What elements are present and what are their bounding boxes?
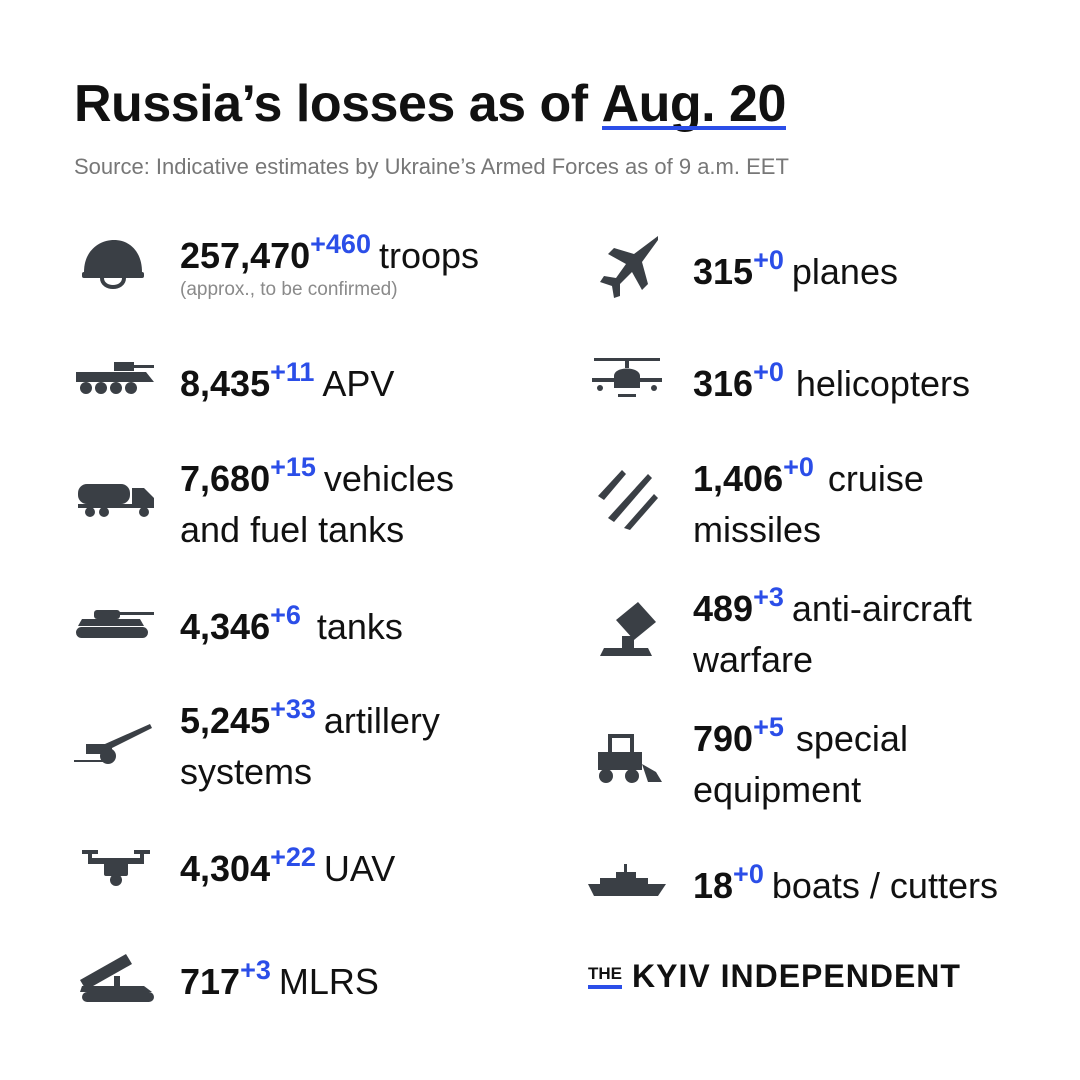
tanks-number: 4,346 xyxy=(180,606,271,647)
vehicles-label-2: and fuel tanks xyxy=(180,509,405,550)
tanks-label: tanks xyxy=(316,606,403,647)
uav-label: UAV xyxy=(323,848,396,889)
warship-icon xyxy=(586,862,668,900)
tanks-delta: +6 xyxy=(270,600,301,630)
mlrs-label: MLRS xyxy=(278,961,379,1002)
troops-delta: +460 xyxy=(310,229,371,259)
boats-delta: +0 xyxy=(733,859,764,889)
planes-number: 315 xyxy=(693,251,754,292)
vehicles-delta: +15 xyxy=(270,452,316,482)
planes-delta: +0 xyxy=(753,245,784,275)
loader-icon xyxy=(590,734,664,786)
brand-name: KYIV INDEPENDENT xyxy=(632,958,961,994)
stat-missiles: 1,406+0 cruise missiles xyxy=(693,452,924,554)
mlrs-icon xyxy=(74,950,156,1004)
helicopters-label: helicopters xyxy=(795,363,970,404)
special-label: special xyxy=(795,718,908,759)
stat-apv: 8,435+11 APV xyxy=(180,357,395,411)
tank-icon xyxy=(74,606,156,640)
missiles-label: cruise xyxy=(827,458,924,499)
antiair-number: 489 xyxy=(693,588,754,629)
stat-antiair: 489+3 anti-aircraft warfare xyxy=(693,582,972,684)
stat-planes: 315+0 planes xyxy=(693,245,898,299)
troops-number: 257,470 xyxy=(180,235,311,276)
brand-the: THE xyxy=(588,964,622,989)
special-label-2: equipment xyxy=(693,769,862,810)
boats-label: boats / cutters xyxy=(771,865,998,906)
stat-mlrs: 717+3 MLRS xyxy=(180,955,379,1009)
drone-icon xyxy=(80,848,152,888)
stat-boats: 18+0 boats / cutters xyxy=(693,859,998,913)
missiles-delta: +0 xyxy=(783,452,814,482)
brand-logo: THE KYIV INDEPENDENT xyxy=(588,958,961,995)
artillery-label: artillery xyxy=(323,700,440,741)
stat-helicopters: 316+0 helicopters xyxy=(693,357,970,411)
helicopters-delta: +0 xyxy=(753,357,784,387)
antiair-label: anti-aircraft xyxy=(791,588,972,629)
mlrs-number: 717 xyxy=(180,961,241,1002)
missiles-number: 1,406 xyxy=(693,458,784,499)
apv-delta: +11 xyxy=(270,357,315,387)
title-main: Russia’s losses as of xyxy=(74,75,588,133)
artillery-delta: +33 xyxy=(270,694,316,724)
uav-number: 4,304 xyxy=(180,848,271,889)
boats-number: 18 xyxy=(693,865,734,906)
special-delta: +5 xyxy=(753,712,784,742)
vehicles-label: vehicles xyxy=(323,458,454,499)
mlrs-delta: +3 xyxy=(240,955,271,985)
helmet-icon xyxy=(80,236,146,296)
troops-note: (approx., to be confirmed) xyxy=(180,279,398,300)
planes-label: planes xyxy=(791,251,898,292)
artillery-icon xyxy=(72,722,154,766)
page-title: Russia’s losses as of Aug. 20 xyxy=(74,72,786,136)
fuel-truck-icon xyxy=(76,482,156,518)
antiair-label-2: warfare xyxy=(693,639,814,680)
special-number: 790 xyxy=(693,718,754,759)
missiles-icon xyxy=(596,466,660,532)
apv-label: APV xyxy=(322,363,395,404)
stat-tanks: 4,346+6 tanks xyxy=(180,600,403,654)
stat-vehicles: 7,680+15 vehicles and fuel tanks xyxy=(180,452,454,554)
jet-icon xyxy=(594,234,660,302)
apv-number: 8,435 xyxy=(180,363,271,404)
missiles-label-2: missiles xyxy=(693,509,822,550)
helicopter-icon xyxy=(590,356,664,402)
title-date: Aug. 20 xyxy=(601,72,786,136)
helicopters-number: 316 xyxy=(693,363,754,404)
stat-troops: 257,470+460 troops (approx., to be confir… xyxy=(180,229,480,301)
vehicles-number: 7,680 xyxy=(180,458,271,499)
stat-special: 790+5 special equipment xyxy=(693,712,908,814)
anti-aircraft-icon xyxy=(590,600,662,660)
antiair-delta: +3 xyxy=(753,582,784,612)
artillery-label-2: systems xyxy=(180,751,313,792)
troops-label: troops xyxy=(378,235,480,276)
apv-icon xyxy=(74,360,156,396)
stat-uav: 4,304+22 UAV xyxy=(180,842,396,896)
stat-artillery: 5,245+33 artillery systems xyxy=(180,694,440,796)
artillery-number: 5,245 xyxy=(180,700,271,741)
uav-delta: +22 xyxy=(270,842,316,872)
source-note: Source: Indicative estimates by Ukraine’… xyxy=(74,154,789,179)
